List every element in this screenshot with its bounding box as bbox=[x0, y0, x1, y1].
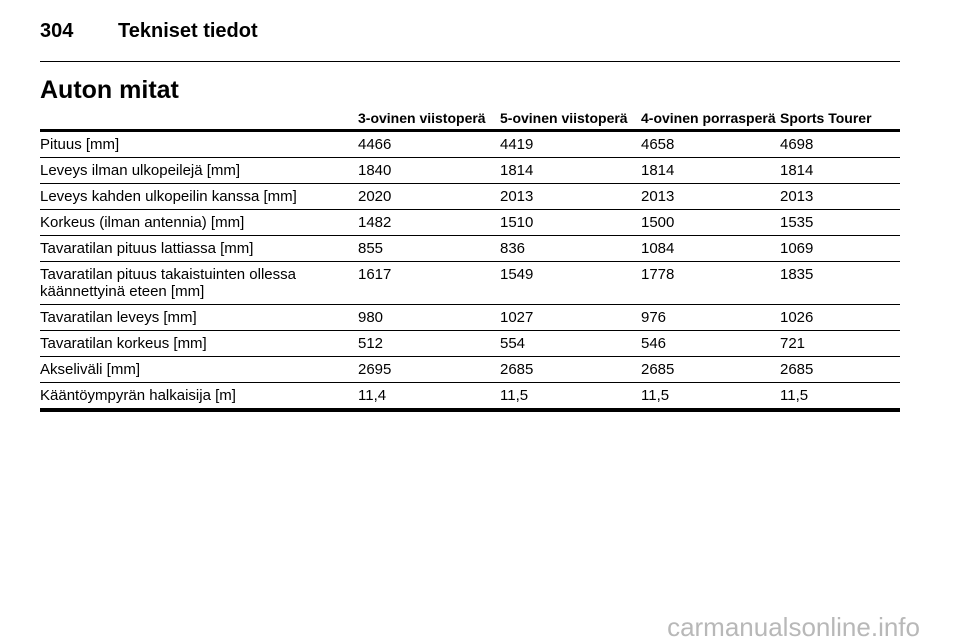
value-cell: 2685 bbox=[780, 361, 814, 378]
value-cell: 2013 bbox=[780, 188, 814, 205]
table-row: Tavaratilan leveys [mm] 980 1027 976 1026 bbox=[40, 305, 900, 331]
table-row: Kääntöympyrän halkaisija [m] 11,4 11,5 11,5… bbox=[40, 383, 900, 409]
header-cell bbox=[40, 110, 358, 127]
page-number: 304 bbox=[40, 20, 74, 42]
value-cell: 1084 bbox=[641, 240, 675, 257]
value-cell: 512 bbox=[358, 335, 384, 352]
value-cell: 1814 bbox=[780, 162, 814, 179]
value-cell: 836 bbox=[500, 240, 526, 257]
value-cell: 4466 bbox=[358, 136, 392, 153]
value-cell: 2695 bbox=[358, 361, 392, 378]
table-row: Pituus [mm] 4466 4419 4658 4698 bbox=[40, 132, 900, 158]
value-cell: 2013 bbox=[500, 188, 534, 205]
value-cell: 11,4 bbox=[358, 387, 387, 404]
table-row: Tavaratilan pituus lattiassa [mm] 855 836 1… bbox=[40, 236, 900, 262]
value-cell: 855 bbox=[358, 240, 384, 257]
value-cell: 980 bbox=[358, 309, 384, 326]
value-cell: 1027 bbox=[500, 309, 534, 326]
value-cell: 554 bbox=[500, 335, 526, 352]
value-cell: 4658 bbox=[641, 136, 675, 153]
label-cell: Tavaratilan leveys [mm] bbox=[40, 309, 197, 326]
value-cell: 1069 bbox=[780, 240, 814, 257]
value-cell: 4419 bbox=[500, 136, 534, 153]
table-row: Tavaratilan korkeus [mm] 512 554 546 721 bbox=[40, 331, 900, 357]
label-cell: Pituus [mm] bbox=[40, 136, 120, 153]
column-header: 3-ovinen viistoperä bbox=[358, 110, 486, 126]
value-cell: 11,5 bbox=[780, 387, 809, 404]
value-cell: 2685 bbox=[641, 361, 675, 378]
label-cell: Leveys kahden ulkopeilin kanssa [mm] bbox=[40, 188, 297, 205]
value-cell: 1778 bbox=[641, 266, 675, 283]
value-cell: 1535 bbox=[780, 214, 814, 231]
value-cell: 1549 bbox=[500, 266, 534, 283]
value-cell: 1840 bbox=[358, 162, 392, 179]
value-cell: 1026 bbox=[780, 309, 814, 326]
watermark: carmanualsonline.info bbox=[667, 612, 920, 642]
label-cell: Tavaratilan pituus lattiassa [mm] bbox=[40, 240, 254, 257]
table: 3-ovinen viistoperä 5-ovinen viistoperä 4-… bbox=[40, 109, 900, 412]
value-cell: 2020 bbox=[358, 188, 392, 205]
table-row: Leveys kahden ulkopeilin kanssa [mm] 2020… bbox=[40, 184, 900, 210]
label-cell: Leveys ilman ulkopeilejä [mm] bbox=[40, 162, 241, 179]
column-header: 4-ovinen porrasperä bbox=[641, 110, 776, 126]
table-row: Tavaratilan pituus takaistuinten ollessa… bbox=[40, 262, 900, 305]
table-row: Akseliväli [mm] 2695 2685 2685 2685 bbox=[40, 357, 900, 383]
value-cell: 2013 bbox=[641, 188, 675, 205]
value-cell: 1510 bbox=[500, 214, 534, 231]
value-cell: 1617 bbox=[358, 266, 392, 283]
value-cell: 11,5 bbox=[641, 387, 670, 404]
section-title: Auton mitat bbox=[40, 76, 179, 104]
value-cell: 11,5 bbox=[500, 387, 529, 404]
label-cell: Akseliväli [mm] bbox=[40, 361, 141, 378]
table-header: 3-ovinen viistoperä 5-ovinen viistoperä 4-… bbox=[40, 109, 900, 132]
label-cell: Korkeus (ilman antennia) [mm] bbox=[40, 214, 245, 231]
label-cell: Tavaratilan korkeus [mm] bbox=[40, 335, 207, 352]
value-cell: 1835 bbox=[780, 266, 814, 283]
value-cell: 1814 bbox=[500, 162, 534, 179]
value-cell: 721 bbox=[780, 335, 806, 352]
value-cell: 1482 bbox=[358, 214, 392, 231]
value-cell: 976 bbox=[641, 309, 667, 326]
header-rule bbox=[40, 61, 900, 62]
label-cell: Kääntöympyrän halkaisija [m] bbox=[40, 387, 236, 404]
value-cell: 546 bbox=[641, 335, 667, 352]
value-cell: 2685 bbox=[500, 361, 534, 378]
header-title: Tekniset tiedot bbox=[118, 20, 258, 42]
value-cell: 1500 bbox=[641, 214, 675, 231]
column-header: 5-ovinen viistoperä bbox=[500, 110, 628, 126]
value-cell: 4698 bbox=[780, 136, 814, 153]
table-row: Leveys ilman ulkopeilejä [mm] 1840 1814 181… bbox=[40, 158, 900, 184]
value-cell: 1814 bbox=[641, 162, 675, 179]
label-cell: Tavaratilan pituus takaistuinten ollessa… bbox=[40, 266, 296, 300]
table-row: Korkeus (ilman antennia) [mm] 1482 1510 150… bbox=[40, 210, 900, 236]
column-header: Sports Tourer bbox=[780, 110, 872, 126]
